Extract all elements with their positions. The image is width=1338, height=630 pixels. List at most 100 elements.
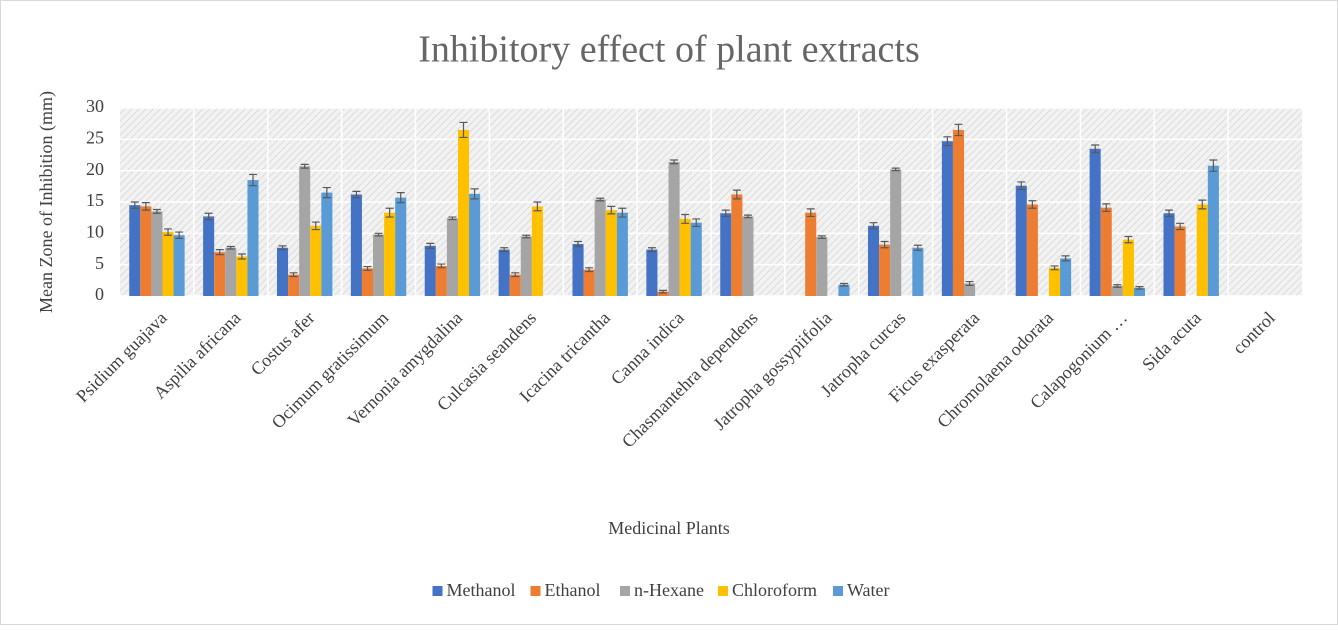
error-bar <box>396 192 405 204</box>
error-bar <box>1050 265 1059 271</box>
error-bar <box>363 265 372 271</box>
bar <box>890 169 902 296</box>
bar <box>1048 267 1061 296</box>
error-bar <box>585 267 594 273</box>
legend-label: Ethanol <box>545 580 601 600</box>
y-tick-label: 15 <box>86 190 104 210</box>
error-bar <box>721 209 730 218</box>
y-tick-label: 25 <box>86 127 104 147</box>
error-bar <box>459 121 468 139</box>
bar <box>214 252 226 296</box>
bar <box>1111 285 1123 296</box>
error-bar <box>226 245 235 250</box>
y-tick-label: 0 <box>95 284 104 304</box>
error-bar <box>130 201 139 209</box>
bar <box>1163 213 1175 296</box>
error-bar <box>300 163 309 169</box>
error-bar <box>278 245 287 251</box>
legend-label: n-Hexane <box>634 580 704 600</box>
error-bar <box>164 228 173 236</box>
error-bar <box>1061 255 1070 262</box>
bar <box>457 129 470 296</box>
y-tick-label: 20 <box>86 159 104 179</box>
bar <box>1122 239 1134 296</box>
bar <box>1133 287 1146 296</box>
bar <box>446 218 458 296</box>
legend-label: Chloroform <box>732 580 817 600</box>
error-bar <box>437 263 446 269</box>
bar <box>879 244 891 296</box>
legend-label: Water <box>847 580 890 600</box>
bar <box>690 222 702 296</box>
legend-swatch <box>432 586 443 596</box>
bar <box>203 216 215 296</box>
bar <box>225 247 237 296</box>
error-bar <box>806 208 815 218</box>
y-tick-label: 30 <box>86 96 104 116</box>
bar <box>1026 204 1038 296</box>
error-bar <box>470 188 479 200</box>
error-bar <box>237 253 246 260</box>
error-bar <box>943 136 952 147</box>
error-bar <box>152 208 161 214</box>
bar <box>435 265 447 296</box>
bar <box>731 194 743 296</box>
bar <box>162 232 174 296</box>
bar <box>520 236 532 296</box>
error-bar <box>215 249 224 256</box>
bar <box>1100 207 1112 296</box>
error-bar <box>913 244 922 251</box>
bar <box>572 243 584 296</box>
error-bar <box>965 280 974 286</box>
bar <box>742 216 754 296</box>
error-bar <box>385 207 394 218</box>
bar <box>288 274 300 296</box>
error-bar <box>1017 181 1026 191</box>
legend-swatch <box>620 586 630 596</box>
error-bar <box>1209 159 1218 172</box>
bar <box>469 193 481 296</box>
bar <box>952 129 965 296</box>
chart-title: Inhibitory effect of plant extracts <box>418 29 920 71</box>
error-bar <box>954 123 963 137</box>
x-axis-label: Medicinal Plants <box>608 518 729 538</box>
bar <box>1207 165 1219 296</box>
error-bar <box>1091 144 1100 154</box>
bar <box>616 212 628 296</box>
error-bar <box>681 213 690 224</box>
bar <box>646 249 658 296</box>
error-bar <box>817 235 826 239</box>
bar <box>498 249 510 296</box>
bar <box>361 268 374 296</box>
error-bar <box>522 234 531 239</box>
bar <box>941 141 953 296</box>
bar <box>816 237 828 296</box>
bar <box>867 225 880 296</box>
error-bar <box>311 221 320 231</box>
bar <box>173 235 185 296</box>
error-bar <box>1198 199 1207 210</box>
error-bar <box>596 197 605 202</box>
error-bar <box>500 247 509 253</box>
error-bar <box>141 202 150 211</box>
error-bar <box>891 167 900 172</box>
error-bar <box>869 222 878 230</box>
bar <box>583 269 595 296</box>
error-bar <box>175 231 184 239</box>
bar <box>276 247 289 296</box>
error-bar <box>1124 235 1133 244</box>
bar <box>236 256 248 296</box>
error-bar <box>1028 200 1037 209</box>
error-bar <box>1113 284 1122 288</box>
legend-swatch <box>718 586 728 596</box>
bar <box>424 245 436 296</box>
legend-swatch <box>833 586 843 596</box>
error-bar <box>1176 222 1185 231</box>
bar <box>373 234 385 296</box>
bar <box>594 199 606 296</box>
bar <box>395 197 407 296</box>
legend-label: Methanol <box>447 580 516 600</box>
error-bar <box>574 240 583 248</box>
